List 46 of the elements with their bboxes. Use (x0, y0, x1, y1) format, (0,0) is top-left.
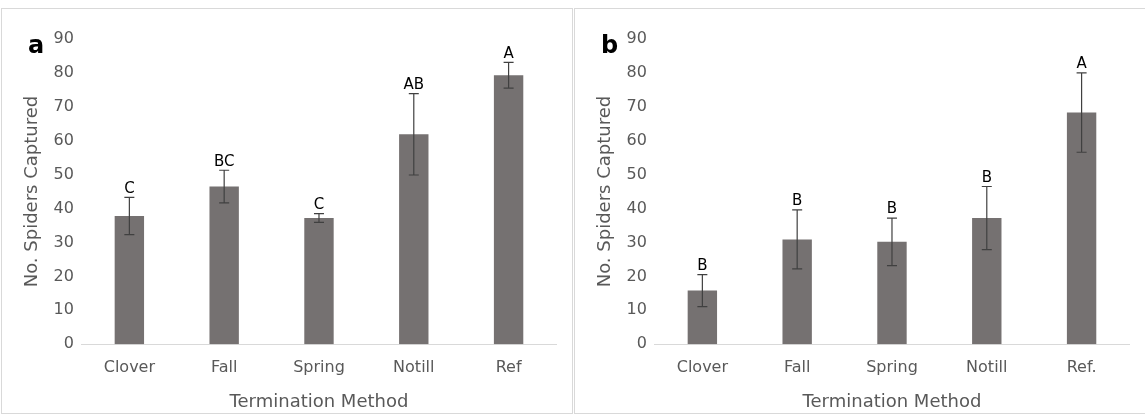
x-tick-label: Clover (676, 356, 729, 376)
annotation: BC (213, 151, 235, 170)
x-tick-label: Fall (783, 356, 811, 376)
y-tick-label: 60 (53, 129, 74, 149)
y-tick-label: 80 (53, 62, 74, 82)
y-tick-label: 50 (626, 163, 647, 183)
annotation: A (1076, 54, 1088, 73)
x-axis-title: Termination Method (801, 389, 982, 411)
y-tick-label: 30 (626, 231, 647, 251)
x-tick-label: Spring (866, 356, 918, 376)
annotation: A (503, 43, 515, 62)
chart-title: a (28, 31, 45, 60)
annotation: B (981, 167, 992, 186)
y-tick-label: 60 (626, 129, 647, 149)
y-tick-label: 90 (53, 28, 74, 48)
y-axis-title: No. Spiders Captured (593, 95, 615, 288)
y-tick-label: 0 (63, 333, 74, 353)
x-tick-label: Clover (103, 356, 156, 376)
y-tick-label: 30 (53, 231, 74, 251)
annotation: B (697, 256, 708, 275)
y-tick-label: 10 (53, 299, 74, 319)
x-tick-label: Ref. (1066, 356, 1097, 376)
y-tick-label: 10 (626, 299, 647, 319)
chart-title: b (601, 31, 619, 60)
x-tick-label: Ref (495, 356, 522, 376)
y-tick-label: 70 (626, 95, 647, 115)
annotation: AB (403, 74, 425, 93)
y-axis-title: No. Spiders Captured (20, 95, 42, 288)
y-tick-label: 20 (626, 265, 647, 285)
annotation: B (886, 199, 898, 218)
y-tick-label: 80 (626, 62, 647, 82)
annotation: C (124, 178, 135, 197)
annotation: B (792, 191, 803, 210)
x-tick-label: Notill (966, 356, 1008, 376)
y-tick-label: 40 (626, 197, 647, 217)
x-tick-label: Spring (293, 356, 345, 376)
y-tick-label: 20 (53, 265, 74, 285)
y-tick-label: 0 (636, 333, 647, 353)
x-tick-label: Fall (210, 356, 238, 376)
x-axis-title: Termination Method (228, 389, 409, 411)
y-tick-label: 40 (53, 197, 74, 217)
annotation: C (313, 195, 325, 214)
x-tick-label: Notill (393, 356, 435, 376)
y-tick-label: 90 (626, 28, 647, 48)
y-tick-label: 70 (53, 95, 74, 115)
y-tick-label: 50 (53, 163, 74, 183)
